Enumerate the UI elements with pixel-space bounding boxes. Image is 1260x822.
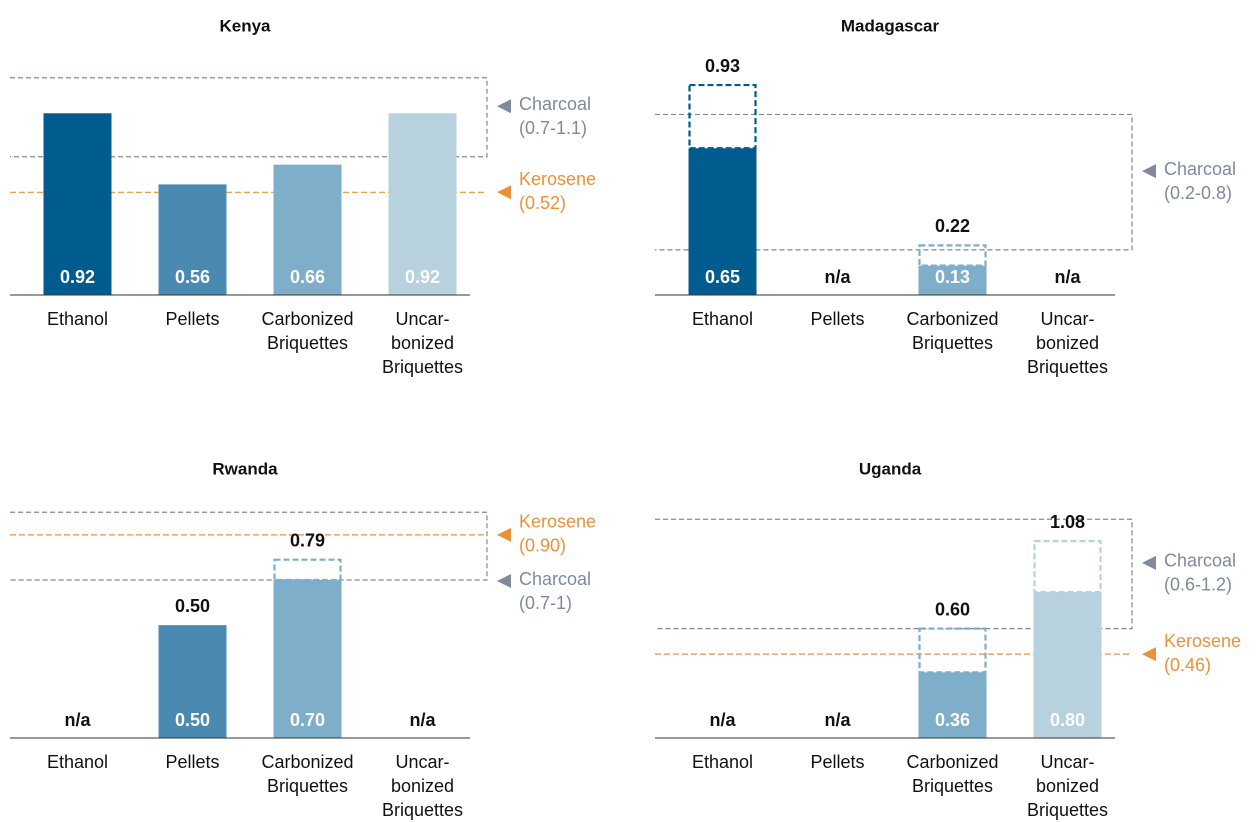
high-value-label: 0.50 — [175, 596, 210, 616]
reference-arrow — [1142, 164, 1156, 179]
category-label: Uncar- — [1040, 752, 1094, 772]
category-label: Briquettes — [382, 800, 463, 820]
reference-name: Charcoal — [1164, 159, 1236, 179]
reference-label: (0.2-0.8) — [1164, 183, 1232, 203]
reference-label: (0.7-1) — [519, 593, 572, 613]
panel-title: Madagascar — [841, 16, 940, 35]
category-label: Pellets — [165, 309, 219, 329]
category-label: Briquettes — [267, 776, 348, 796]
panel-title: Kenya — [219, 16, 271, 35]
reference-name: Charcoal — [519, 94, 591, 114]
high-value-label: 1.08 — [1050, 512, 1085, 532]
reference-label: (0.7-1.1) — [519, 118, 587, 138]
category-label: Ethanol — [47, 752, 108, 772]
reference-band — [10, 511, 488, 581]
bar — [388, 113, 457, 295]
category-label: Carbonized — [906, 752, 998, 772]
high-box — [1033, 540, 1102, 594]
category-label: Ethanol — [692, 309, 753, 329]
value-label: 0.80 — [1050, 710, 1085, 730]
reference-arrow — [1142, 555, 1156, 570]
category-label: Carbonized — [906, 309, 998, 329]
bar — [918, 265, 987, 295]
high-box — [273, 558, 342, 582]
value-label: 0.66 — [290, 267, 325, 287]
reference-arrow — [497, 99, 511, 114]
reference-band — [655, 113, 1133, 251]
value-label: n/a — [409, 710, 436, 730]
category-label: Ethanol — [692, 752, 753, 772]
reference-name: Kerosene — [1164, 631, 1241, 651]
high-value-label: 0.93 — [705, 56, 740, 76]
bar — [688, 148, 757, 295]
category-label: Pellets — [810, 752, 864, 772]
category-label: Uncar- — [395, 752, 449, 772]
category-label: Briquettes — [267, 333, 348, 353]
reference-name: Charcoal — [519, 569, 591, 589]
value-label: n/a — [709, 710, 736, 730]
reference-label: (0.46) — [1164, 655, 1211, 675]
category-label: bonized — [1036, 776, 1099, 796]
value-label: 0.56 — [175, 267, 210, 287]
value-label: 0.70 — [290, 710, 325, 730]
high-box — [688, 83, 757, 150]
value-label: n/a — [824, 710, 851, 730]
reference-label: (0.90) — [519, 536, 566, 556]
bar — [158, 184, 227, 295]
reference-name: Kerosene — [519, 169, 596, 189]
value-label: 0.65 — [705, 267, 740, 287]
panel-title: Uganda — [859, 459, 922, 478]
reference-arrow — [497, 574, 511, 588]
value-label: 0.92 — [60, 267, 95, 287]
category-label: Briquettes — [912, 776, 993, 796]
high-value-label: 0.79 — [290, 530, 325, 550]
value-label: n/a — [824, 267, 851, 287]
value-label: 0.13 — [935, 267, 970, 287]
category-label: Pellets — [165, 752, 219, 772]
bar — [1033, 592, 1102, 738]
bar — [273, 580, 342, 738]
category-label: Ethanol — [47, 309, 108, 329]
reference-name: Charcoal — [1164, 551, 1236, 571]
reference-label: (0.6-1.2) — [1164, 575, 1232, 595]
category-label: Carbonized — [261, 309, 353, 329]
category-label: bonized — [391, 333, 454, 353]
category-label: Briquettes — [382, 357, 463, 377]
bar — [43, 113, 112, 295]
high-value-label: 0.60 — [935, 599, 970, 619]
category-label: Uncar- — [395, 309, 449, 329]
high-box — [918, 627, 987, 674]
category-label: Briquettes — [1027, 800, 1108, 820]
panel-title: Rwanda — [212, 459, 278, 478]
value-label: 0.36 — [935, 710, 970, 730]
category-label: bonized — [1036, 333, 1099, 353]
high-box — [918, 244, 987, 267]
value-label: n/a — [1054, 267, 1081, 287]
category-label: Carbonized — [261, 752, 353, 772]
value-label: n/a — [64, 710, 91, 730]
category-label: Briquettes — [1027, 357, 1108, 377]
bar — [158, 625, 227, 738]
reference-label: (0.52) — [519, 193, 566, 213]
reference-name: Kerosene — [519, 512, 596, 532]
category-label: Briquettes — [912, 333, 993, 353]
category-label: Uncar- — [1040, 309, 1094, 329]
category-label: Pellets — [810, 309, 864, 329]
reference-arrow — [1142, 647, 1156, 662]
category-label: bonized — [391, 776, 454, 796]
reference-arrow — [497, 185, 511, 200]
reference-band — [655, 518, 1133, 630]
value-label: 0.92 — [405, 267, 440, 287]
high-value-label: 0.22 — [935, 216, 970, 236]
bar — [273, 164, 342, 295]
reference-band — [10, 77, 488, 158]
reference-arrow — [497, 527, 511, 542]
bar — [918, 672, 987, 738]
value-label: 0.50 — [175, 710, 210, 730]
